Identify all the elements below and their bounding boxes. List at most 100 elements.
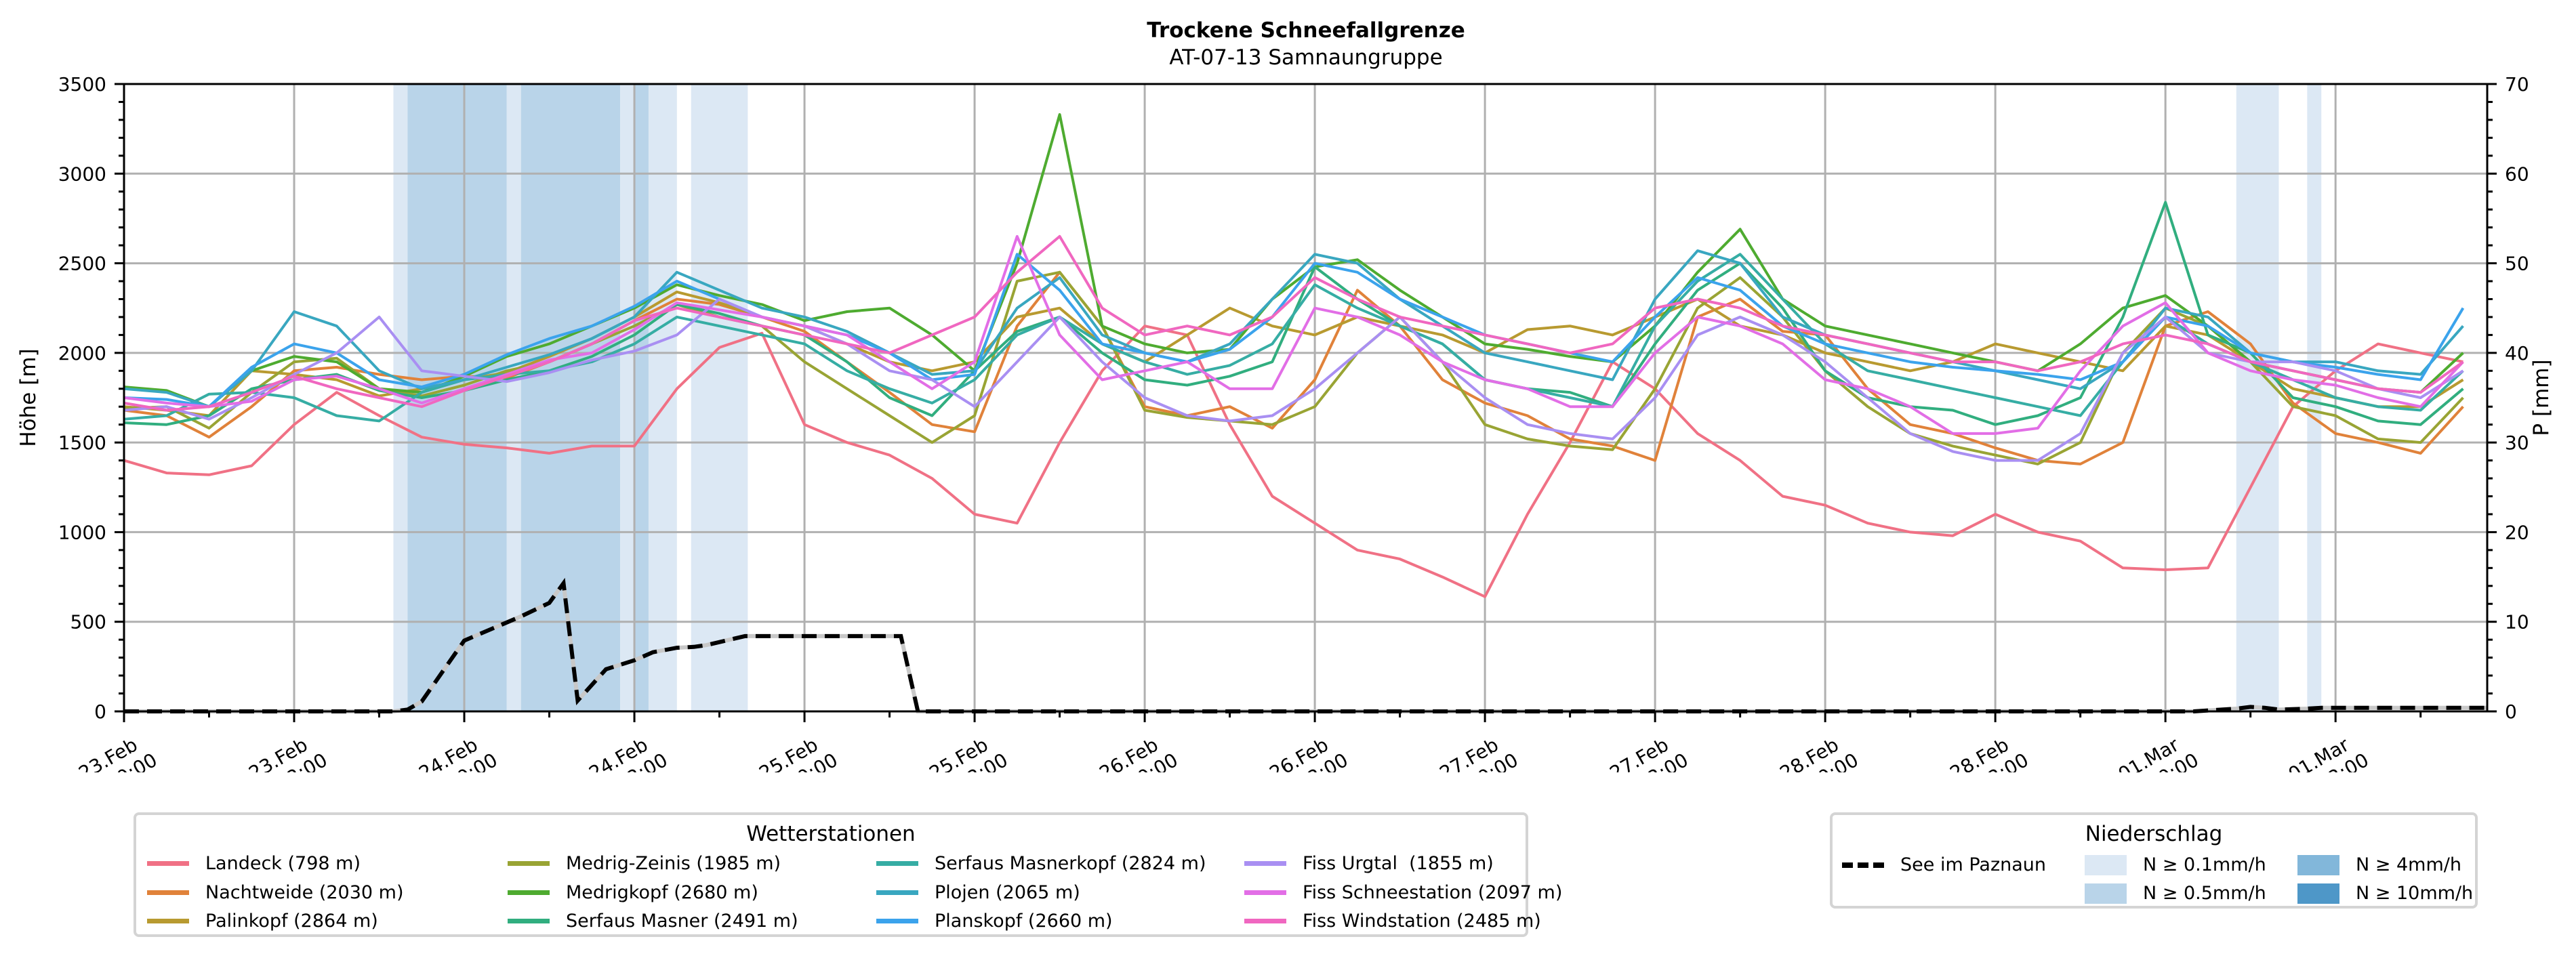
legend-label: N ≥ 0.1mm/h [2143, 854, 2266, 875]
precip-swatch [2297, 883, 2339, 904]
legend-item-precip-4: N ≥ 4mm/h [2297, 854, 2461, 875]
lake-series [124, 577, 2487, 713]
y-tick-label: 0 [94, 701, 106, 723]
precip-band [393, 84, 408, 711]
line-swatch-icon [1244, 890, 1286, 895]
y-tick-label: 1000 [58, 521, 106, 543]
precip-band [2307, 84, 2322, 711]
series-line-10 [123, 234, 2464, 435]
legend-item-station: Medrigkopf (2680 m) [508, 882, 758, 903]
legend-item-see-im-paznaun: See im Paznaun [1842, 854, 2046, 875]
legend-label: N ≥ 10mm/h [2356, 883, 2474, 904]
legend-label: N ≥ 4mm/h [2356, 854, 2461, 875]
line-swatch-icon [147, 861, 189, 866]
legend-item-precip-05: N ≥ 0.5mm/h [2085, 883, 2266, 904]
legend-item-station: Fiss Urgtal (1855 m) [1244, 853, 1494, 874]
y-tick-label: 2000 [58, 342, 106, 365]
precip-band [506, 84, 521, 711]
y-tick-label: 500 [70, 611, 106, 633]
precip-band [634, 84, 649, 711]
stations-legend-title: Wetterstationen [746, 822, 916, 846]
legend-item-precip-10: N ≥ 10mm/h [2297, 883, 2473, 904]
legend-item-station: Plojen (2065 m) [876, 882, 1080, 903]
y-right-tick-label: 60 [2505, 163, 2529, 185]
station-series [123, 113, 2465, 598]
line-swatch-icon [876, 890, 918, 895]
legend-item-station: Fiss Schneestation (2097 m) [1244, 882, 1562, 903]
legend-label: Fiss Urgtal (1855 m) [1303, 853, 1494, 874]
line-swatch-icon [1244, 861, 1286, 866]
y-tick-label: 3000 [58, 163, 106, 185]
precip-band [2236, 84, 2279, 711]
stations-legend: Wetterstationen Landeck (798 m) Nachtweid… [134, 812, 1562, 937]
y-tick-label: 3500 [58, 73, 106, 96]
line-swatch-icon [508, 861, 550, 866]
line-swatch-icon [508, 890, 550, 895]
legend-item-station: Landeck (798 m) [147, 853, 361, 874]
series-line-7 [123, 249, 2464, 409]
y-right-tick-label: 10 [2505, 611, 2529, 633]
series-line-11 [123, 234, 2464, 412]
legend-label: See im Paznaun [1900, 854, 2046, 875]
right-y-axis: 0 10 20 30 40 50 60 70 [2487, 73, 2529, 723]
series-line-3 [123, 270, 2464, 465]
legend-label: Fiss Windstation (2485 m) [1303, 911, 1541, 932]
chart-subtitle: AT-07-13 Samnaungruppe [1169, 45, 1442, 70]
legend-item-station: Serfaus Masnerkopf (2824 m) [876, 853, 1206, 874]
legend-item-station: Serfaus Masner (2491 m) [508, 911, 798, 932]
precip-legend: Niederschlag See im Paznaun N ≥ 0.1mm/h … [1830, 812, 2478, 909]
legend-item-station: Fiss Windstation (2485 m) [1244, 911, 1541, 932]
line-swatch-icon [876, 919, 918, 923]
precip-legend-title: Niederschlag [2085, 822, 2223, 846]
precip-swatch [2085, 854, 2127, 875]
line-swatch-icon [876, 861, 918, 866]
precipitation-bands [393, 84, 2322, 711]
legend-label: Serfaus Masnerkopf (2824 m) [935, 853, 1206, 874]
legend-label: Landeck (798 m) [205, 853, 361, 874]
y-right-tick-label: 40 [2505, 342, 2529, 365]
legend-label: Planskopf (2660 m) [935, 911, 1113, 932]
precip-band [520, 84, 621, 711]
y-right-tick-label: 30 [2505, 432, 2529, 454]
precip-swatch [2297, 854, 2339, 875]
lake-line [124, 577, 2487, 713]
legend-label: Serfaus Masner (2491 m) [566, 911, 798, 932]
precip-swatch [2085, 883, 2127, 904]
y-right-tick-label: 70 [2505, 73, 2529, 96]
series-line-4 [123, 113, 2464, 409]
plot-frame [123, 83, 2489, 713]
legend-label: Nachtweide (2030 m) [205, 882, 404, 903]
y-tick-label: 1500 [58, 432, 106, 454]
precip-band [648, 84, 677, 711]
line-swatch-icon [1244, 919, 1286, 923]
legend-label: Fiss Schneestation (2097 m) [1303, 882, 1563, 903]
series-line-1 [123, 270, 2464, 465]
series-line-0 [123, 325, 2463, 598]
snowfall-limit-chart: Trockene Schneefallgrenze AT-07-13 Samna… [16, 18, 2554, 772]
legend-label: Medrigkopf (2680 m) [566, 882, 758, 903]
y-right-tick-label: 0 [2505, 701, 2517, 723]
line-swatch-icon [147, 919, 189, 923]
left-y-axis: 0 500 1000 1500 2000 2500 3000 3500 [58, 73, 124, 723]
legend-item-station: Planskopf (2660 m) [876, 911, 1113, 932]
legend-item-station: Medrig-Zeinis (1985 m) [508, 853, 781, 874]
chart-title: Trockene Schneefallgrenze [1147, 18, 1465, 43]
legend-label: Medrig-Zeinis (1985 m) [566, 853, 781, 874]
y-right-tick-label: 50 [2505, 253, 2529, 275]
dashed-line-icon [1842, 862, 1884, 868]
legend-item-station: Palinkopf (2864 m) [147, 911, 378, 932]
right-axis-label: P [mm] [2529, 359, 2554, 436]
